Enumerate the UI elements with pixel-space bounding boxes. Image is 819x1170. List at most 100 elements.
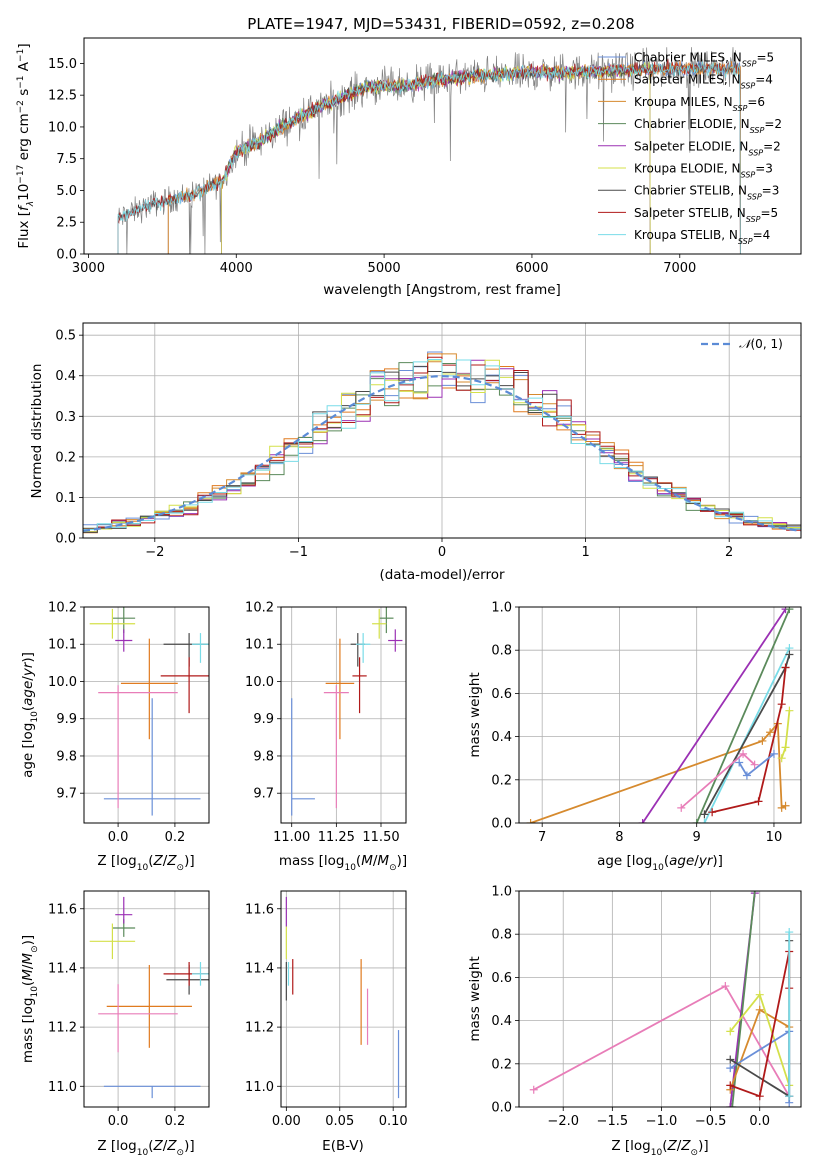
weight-marker <box>755 990 764 999</box>
weight-line-salpeter-stelib <box>711 667 787 814</box>
legend-entry: Salpeter MILES, NSSP=4 <box>634 73 773 91</box>
y-tick-label: 9.7 <box>253 787 274 802</box>
age-vs-mass-panel: 11.00 11.25 11.50 9.7 9.8 9.9 10.0 10.1 10.2 mas… <box>245 601 407 874</box>
weight-marker <box>692 819 701 823</box>
x-tick-label: 0.0 <box>108 1114 129 1129</box>
errorbar-point <box>160 657 209 714</box>
y-tick-label: 5.0 <box>56 184 77 199</box>
legend-entry: Chabrier MILES, NSSP=5 <box>634 51 774 69</box>
legend-entry: Kroupa STELIB, NSSP=4 <box>634 228 770 246</box>
y-tick-label: 0.0 <box>56 248 77 263</box>
weight-marker <box>781 801 790 810</box>
weight-line-chabrier-elodie <box>731 891 756 1107</box>
weight-marker <box>726 1103 735 1107</box>
x-tick-label: −1.5 <box>597 1114 629 1129</box>
y-tick-label: 0.8 <box>491 928 512 943</box>
x-tick-label: 3000 <box>72 261 105 276</box>
y-tick-label: 9.9 <box>253 712 274 727</box>
gauss-legend: 𝒩(0, 1) <box>701 337 783 351</box>
weight-marker <box>785 1092 794 1101</box>
weight-marker <box>700 819 709 823</box>
x-tick-label: 0.0 <box>108 830 129 845</box>
residual-ylabel: Normed distribution <box>29 364 45 499</box>
weight-marker <box>750 760 759 769</box>
errorbar-point <box>89 923 136 960</box>
x-tick-label: 0.2 <box>165 1114 186 1129</box>
y-tick-label: 10.0 <box>245 675 274 690</box>
y-tick-label: 10.2 <box>245 601 274 616</box>
y-tick-label: 0.2 <box>55 450 76 465</box>
weight-marker <box>755 1092 764 1101</box>
y-tick-label: 1.0 <box>491 885 512 900</box>
x-tick-label: 0.2 <box>165 830 186 845</box>
errorbar-point <box>98 685 178 809</box>
weight-marker <box>777 803 786 812</box>
weight-marker <box>785 928 794 937</box>
y-tick-label: 0.6 <box>491 971 512 986</box>
model-spectrum-salpeter-miles <box>167 60 741 254</box>
weight-marker <box>700 810 709 819</box>
y-tick-label: 0.4 <box>55 369 76 384</box>
residual-xlabel: (data-model)/error <box>379 567 505 583</box>
y-tick-label: 0.5 <box>55 329 76 344</box>
errorbar-point <box>115 629 133 652</box>
legend-entry: Chabrier STELIB, NSSP=3 <box>634 184 779 202</box>
y-tick-label: 11.2 <box>245 1021 274 1036</box>
weight-line-salpeter-elodie <box>641 608 787 823</box>
y-tick-label: 11.6 <box>48 902 77 917</box>
x-tick-label: 11.25 <box>318 830 355 845</box>
weight-marker <box>754 797 763 806</box>
x-tick-label: −2.0 <box>547 1114 579 1129</box>
y-tick-label: 10.1 <box>48 638 77 653</box>
weight-line-kroupa-stelib <box>703 647 791 823</box>
model-spectrum-kroupa-miles <box>167 61 741 254</box>
x-tick-label: 0 <box>438 545 446 560</box>
mw-z-xlabel: Z [log10(Z/Z⊙)] <box>611 1138 708 1158</box>
y-tick-label: 11.0 <box>245 1080 274 1095</box>
y-tick-label: 0.0 <box>55 532 76 547</box>
weight-marker <box>728 1103 737 1107</box>
weight-marker <box>766 728 775 737</box>
y-tick-label: 15.0 <box>48 57 77 72</box>
errorbar-point <box>103 698 201 816</box>
errorbar-point <box>191 962 209 986</box>
x-tick-label: 5000 <box>368 261 401 276</box>
x-tick-label: 1 <box>581 545 589 560</box>
y-tick-label: 11.4 <box>245 961 274 976</box>
x-tick-label: −1 <box>289 545 308 560</box>
mass-ebv-xlabel: E(B-V) <box>322 1138 364 1154</box>
errorbar-point <box>120 638 178 740</box>
x-tick-label: 10 <box>766 830 783 845</box>
weight-marker <box>769 749 778 758</box>
weight-marker <box>758 736 767 745</box>
weight-marker <box>742 771 751 780</box>
weight-marker <box>726 1064 735 1073</box>
mass-z-xlabel: Z [log10(Z/Z⊙)] <box>97 1138 194 1158</box>
legend-entry: Chabrier ELODIE, NSSP=2 <box>634 117 782 135</box>
x-tick-label: 6000 <box>515 261 548 276</box>
x-tick-label: 4000 <box>220 261 253 276</box>
spectrum-title: PLATE=1947, MJD=53431, FIBERID=0592, z=0… <box>247 15 634 33</box>
mass-z-ylabel: mass [log10(M/M⊙)] <box>20 935 40 1063</box>
model-spectrum-chabrier-stelib <box>117 61 741 254</box>
model-spectrum-kroupa-stelib <box>117 61 741 254</box>
spectrum-ylabel: Flux [fλ10−17 erg cm−2 s−1 A−1] <box>16 43 36 248</box>
weight-marker <box>726 1055 735 1064</box>
y-tick-label: 10.0 <box>48 675 77 690</box>
y-tick-label: 10.1 <box>245 638 274 653</box>
x-tick-label: 2 <box>725 545 733 560</box>
errorbar-point <box>191 633 209 663</box>
weight-marker <box>726 1027 735 1036</box>
weight-marker <box>785 607 794 614</box>
x-tick-label: 8 <box>615 830 623 845</box>
age-mass-xlabel: mass [log10(M/M⊙)] <box>279 853 407 873</box>
weight-marker <box>750 891 759 895</box>
x-tick-label: 0.0 <box>749 1114 770 1129</box>
mass-vs-ebv-panel: 0.00 0.05 0.10 11.0 11.2 11.4 11.6 E(B-V) <box>245 890 408 1154</box>
y-tick-label: 0.4 <box>491 730 512 745</box>
spectrum-panel: PLATE=1947, MJD=53431, FIBERID=0592, z=0… <box>16 15 802 298</box>
y-tick-label: 10.2 <box>48 601 77 616</box>
y-tick-label: 9.9 <box>56 712 77 727</box>
weight-marker <box>721 982 730 991</box>
y-tick-label: 0.0 <box>491 817 512 832</box>
